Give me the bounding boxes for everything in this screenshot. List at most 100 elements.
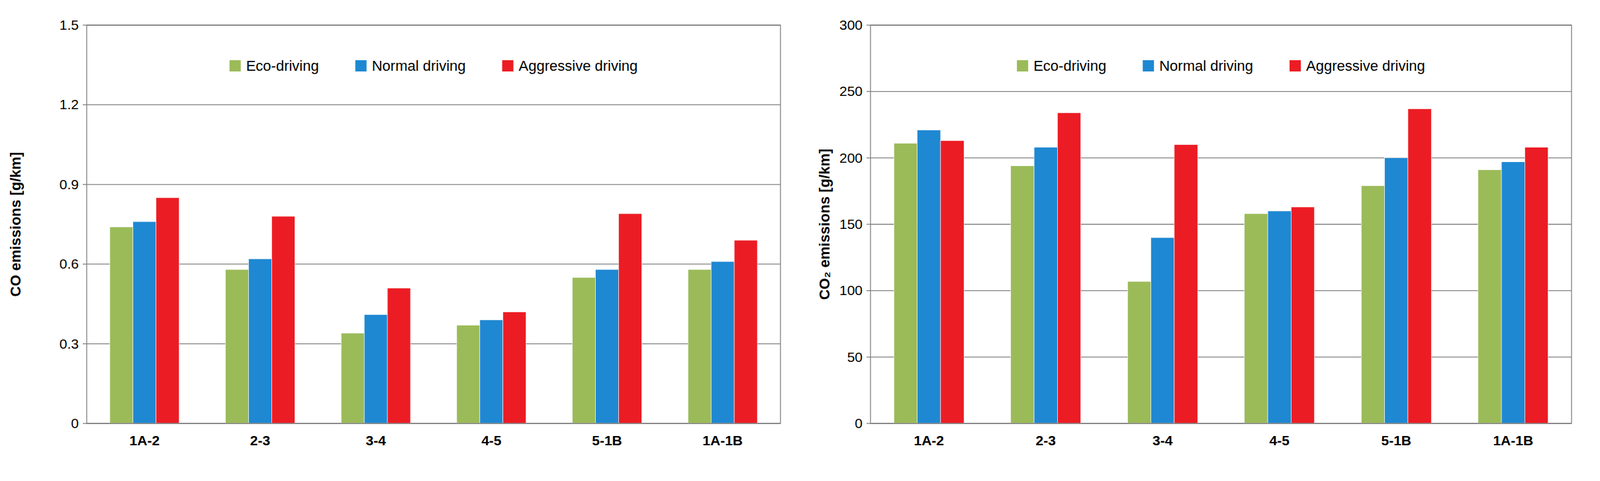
bar xyxy=(1384,158,1409,424)
plot-frame xyxy=(870,25,1572,424)
plot-frame xyxy=(86,25,781,424)
axis-title: CO₂ emissions [g/km] xyxy=(816,148,833,301)
bar xyxy=(1408,108,1432,424)
tick-label: 300 xyxy=(839,17,863,33)
bar xyxy=(1010,166,1035,424)
category-label: 3-4 xyxy=(365,432,386,449)
bar xyxy=(734,240,758,424)
tick-label: 0 xyxy=(70,415,79,431)
bar xyxy=(387,287,411,424)
tick-label: 250 xyxy=(839,83,863,99)
legend-swatch xyxy=(1016,60,1029,72)
legend-label: Aggressive driving xyxy=(518,57,639,75)
tick-mark xyxy=(866,24,871,26)
tick-mark xyxy=(866,223,871,225)
category-label: 4-5 xyxy=(1269,432,1291,449)
category-label: 5-1B xyxy=(591,432,623,449)
tick-mark xyxy=(866,290,871,292)
bar xyxy=(595,269,619,424)
legend-swatch xyxy=(229,60,241,72)
legend: Eco-driving Normal driving Aggressive driv… xyxy=(229,57,639,75)
category-label: 3-4 xyxy=(1152,432,1174,449)
grid-line xyxy=(870,223,1572,225)
legend-swatch xyxy=(355,60,367,72)
bar xyxy=(687,269,711,424)
legend-swatch xyxy=(1289,60,1301,72)
category-label: 1A-2 xyxy=(129,432,161,449)
category-label: 2-3 xyxy=(250,432,271,449)
grid-line xyxy=(86,343,781,345)
legend: Eco-driving Normal driving Aggressive driv… xyxy=(1016,57,1426,75)
bar xyxy=(1151,237,1175,424)
category-label: 1A-1B xyxy=(1492,432,1534,449)
bar xyxy=(710,261,735,424)
category-label: 1A-1B xyxy=(702,432,743,449)
grid-line xyxy=(86,184,781,185)
grid-line xyxy=(870,356,1572,358)
tick-mark xyxy=(82,343,87,345)
chart: 0 0.3 0.6 0.9 1.2 1.5 CO emissions [g/km] 1A-2 2… xyxy=(7,17,781,449)
bars xyxy=(893,108,1548,424)
category-label: 1A-2 xyxy=(913,432,944,449)
bar xyxy=(248,258,273,424)
tick-label: 50 xyxy=(847,349,863,365)
tick-mark xyxy=(82,184,87,185)
bar xyxy=(364,314,388,424)
bar xyxy=(109,227,134,424)
bar xyxy=(503,311,527,424)
category-label: 5-1B xyxy=(1380,432,1412,449)
bar xyxy=(1174,144,1198,424)
bar xyxy=(1501,162,1525,424)
tick-mark xyxy=(82,24,87,26)
bar xyxy=(1524,147,1548,424)
bar xyxy=(456,325,480,424)
category-label: 2-3 xyxy=(1035,432,1056,449)
axis-title: CO emissions [g/km] xyxy=(7,152,24,298)
tick-mark xyxy=(82,423,87,424)
bar xyxy=(1034,147,1058,424)
tick-label: 0.9 xyxy=(59,176,79,192)
tick-label: 0 xyxy=(854,415,863,431)
bar xyxy=(271,216,295,424)
bar xyxy=(940,141,964,424)
bar xyxy=(1290,207,1315,424)
figure: 0 0.3 0.6 0.9 1.2 1.5 CO emissions [g/km] 1A-2 2… xyxy=(0,0,1600,481)
tick-label: 150 xyxy=(839,216,863,232)
legend-swatch xyxy=(502,60,514,72)
grid-line xyxy=(86,104,781,106)
legend-label: Normal driving xyxy=(1159,57,1254,75)
bar xyxy=(893,143,917,424)
grid-line xyxy=(86,264,781,265)
legend-label: Aggressive driving xyxy=(1306,57,1426,75)
bar xyxy=(618,213,642,424)
legend-label: Eco-driving xyxy=(246,57,320,75)
tick-mark xyxy=(866,91,871,93)
tick-mark xyxy=(866,423,871,424)
bar xyxy=(572,277,596,424)
bar xyxy=(1057,112,1081,424)
legend-label: Eco-driving xyxy=(1033,57,1107,75)
bar xyxy=(1127,281,1151,424)
tick-mark xyxy=(82,264,87,265)
grid-line xyxy=(870,157,1572,159)
tick-label: 100 xyxy=(839,282,863,298)
bar xyxy=(1478,170,1502,424)
grid-line xyxy=(870,290,1572,292)
bar xyxy=(1244,213,1268,424)
bar xyxy=(1361,186,1385,424)
chart: 050100150200250300CO₂ emissions [g/km]1A… xyxy=(816,17,1572,449)
legend-swatch xyxy=(1142,60,1154,72)
category-label: 4-5 xyxy=(481,432,502,449)
legend-label: Normal driving xyxy=(372,57,467,75)
tick-label: 1.5 xyxy=(59,17,79,33)
bar xyxy=(1267,211,1291,424)
bar xyxy=(340,333,365,424)
grid-line xyxy=(870,91,1572,93)
tick-mark xyxy=(866,157,871,159)
tick-mark xyxy=(82,104,87,106)
bar xyxy=(479,319,504,424)
tick-label: 1.2 xyxy=(59,96,79,112)
bars xyxy=(109,197,758,424)
tick-label: 0.3 xyxy=(59,336,79,352)
tick-label: 0.6 xyxy=(59,256,79,272)
